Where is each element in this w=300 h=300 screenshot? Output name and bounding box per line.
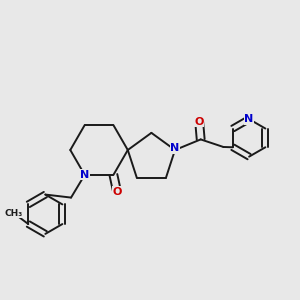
Text: N: N	[244, 114, 254, 124]
Text: N: N	[80, 170, 89, 180]
Text: CH₃: CH₃	[4, 209, 22, 218]
Text: O: O	[194, 117, 204, 127]
Text: O: O	[112, 187, 122, 196]
Text: N: N	[170, 143, 180, 154]
